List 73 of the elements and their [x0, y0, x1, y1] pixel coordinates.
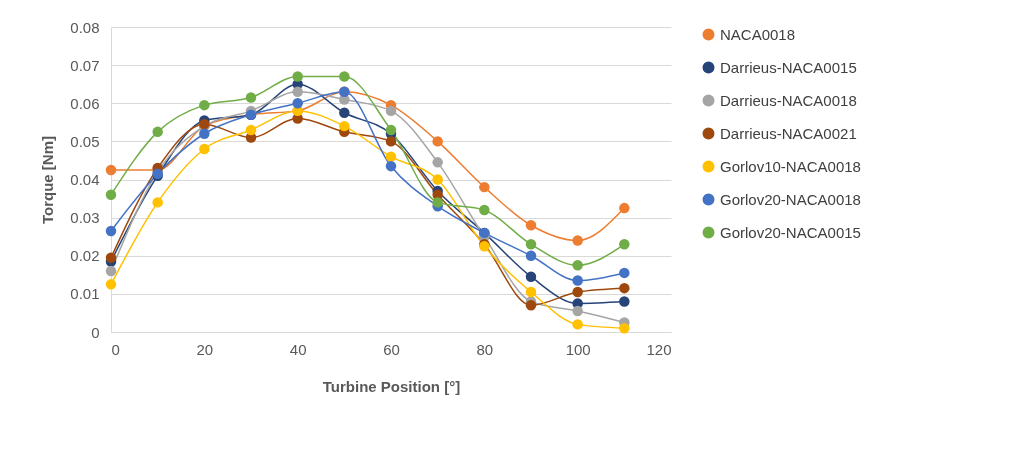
y-tick-label: 0.06 [70, 94, 100, 112]
point [385, 151, 397, 162]
point [385, 160, 397, 172]
point [479, 204, 490, 216]
point [292, 71, 303, 82]
point [385, 105, 397, 117]
point [619, 267, 630, 279]
point [432, 197, 443, 208]
y-tick-label: 0.07 [70, 56, 100, 74]
legend-label: Gorlov20-NACA0015 [720, 223, 861, 241]
point [619, 282, 630, 294]
point [619, 202, 630, 214]
point [572, 286, 583, 298]
point [525, 271, 537, 282]
x-tick-label: 40 [289, 340, 307, 358]
y-tick-label: 0.02 [70, 247, 100, 265]
x-axis-title: Turbine Position [°] [322, 377, 461, 395]
point [245, 124, 257, 136]
legend-label: Gorlov10-NACA0018 [720, 157, 861, 175]
point [105, 279, 117, 290]
x-tick-label: 0 [111, 340, 120, 358]
legend-label: Darrieus-NACA0015 [720, 58, 857, 76]
point [572, 319, 583, 330]
point [245, 92, 257, 103]
point [339, 71, 350, 82]
legend-label: Darrieus-NACA0018 [720, 91, 857, 109]
point [385, 124, 397, 136]
y-tick-label: 0.05 [70, 132, 100, 150]
point [525, 220, 537, 231]
x-tick-label: 80 [476, 340, 494, 358]
point [619, 322, 630, 334]
x-tick-label: 100 [565, 340, 591, 358]
point [432, 136, 443, 147]
point [432, 157, 443, 168]
y-tick-label: 0.01 [70, 285, 100, 303]
point [199, 128, 210, 139]
x-tick-label: 20 [196, 340, 214, 358]
point [525, 300, 537, 311]
point [619, 239, 630, 250]
y-axis-title: Torque [Nm] [39, 135, 57, 225]
point [199, 99, 210, 111]
y-tick-label: 0 [91, 323, 100, 341]
point [432, 174, 443, 185]
point [292, 98, 303, 109]
point [479, 181, 490, 193]
point [525, 286, 537, 298]
point [152, 126, 163, 138]
x-tick-label: 120 [646, 340, 672, 358]
point [105, 164, 117, 176]
point [572, 305, 583, 317]
legend-label: NACA0018 [720, 25, 796, 43]
point [572, 260, 583, 271]
point [385, 136, 397, 147]
point [105, 189, 117, 200]
point [572, 275, 583, 286]
y-tick-label: 0.04 [70, 171, 100, 188]
point [152, 197, 163, 208]
point [105, 225, 117, 237]
point [105, 252, 117, 263]
legend-label: Darrieus-NACA0021 [720, 124, 857, 142]
y-tick-label: 0.03 [70, 209, 100, 227]
point [572, 235, 583, 246]
legend-label: Gorlov20-NACA0018 [720, 190, 861, 208]
point [619, 296, 630, 307]
point [525, 239, 537, 250]
point [292, 86, 303, 98]
point [199, 143, 210, 155]
point [525, 250, 537, 261]
x-tick-label: 60 [383, 340, 400, 358]
point [339, 120, 350, 132]
point [339, 107, 350, 119]
y-tick-label: 0.08 [70, 18, 100, 36]
point [105, 265, 117, 277]
